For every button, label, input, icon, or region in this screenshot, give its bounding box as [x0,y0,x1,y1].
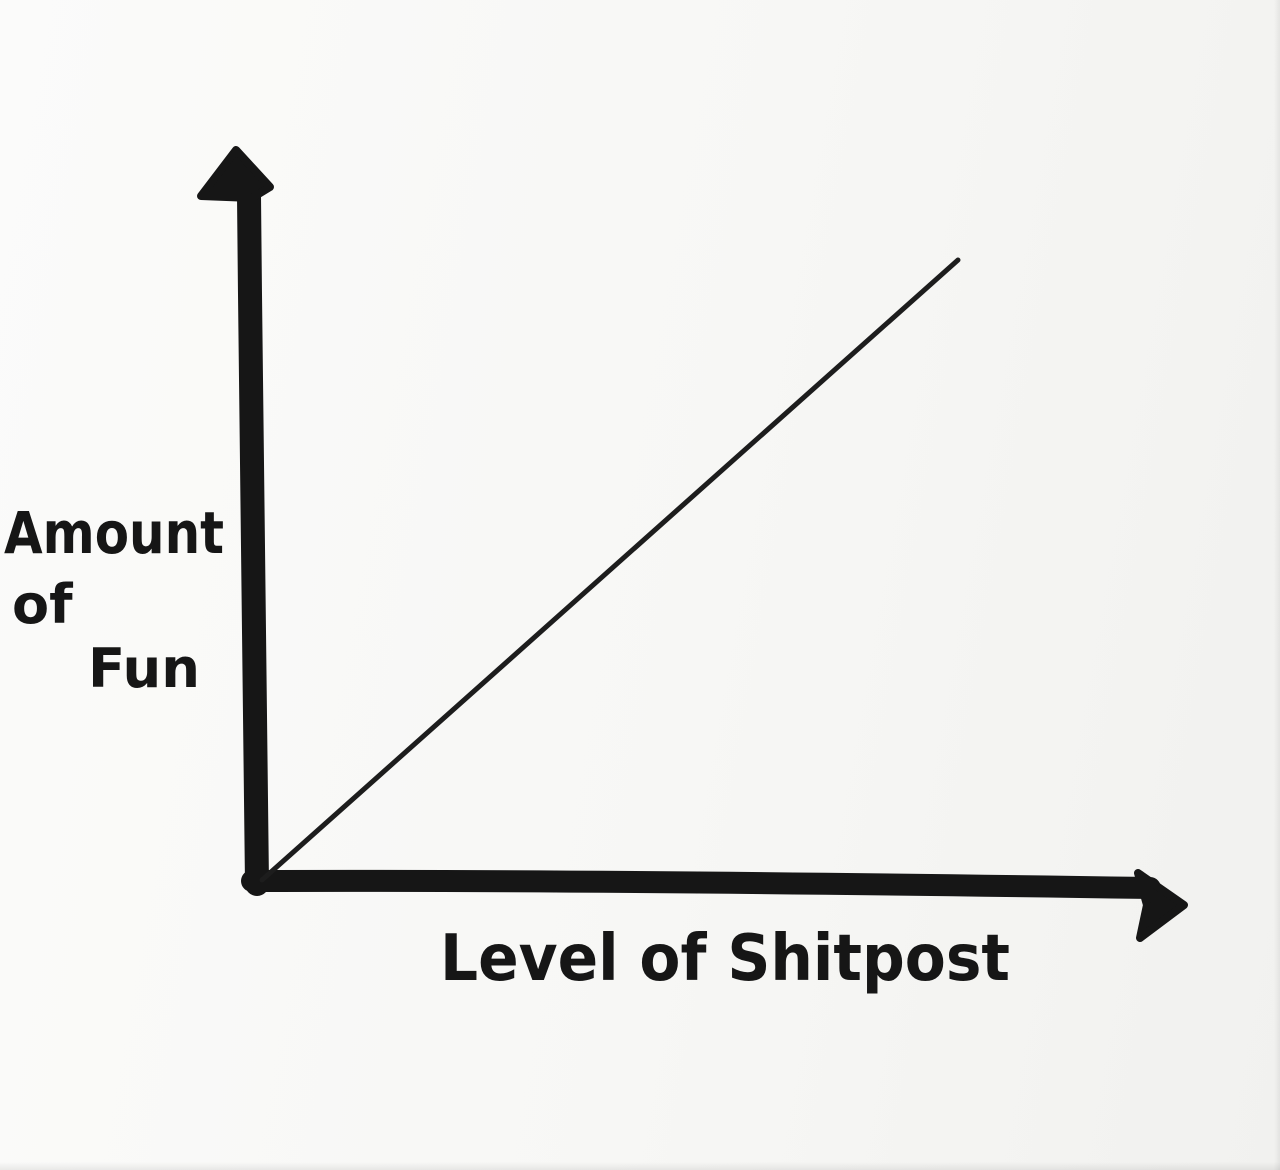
y-axis-label-line-3: Fun [88,637,200,700]
series-line [259,257,961,883]
y-axis-arrowhead [197,146,274,202]
y-axis-label-line-1: Amount [4,499,224,567]
x-axis-arrowhead [1134,869,1188,942]
paper-bottom-shadow [0,1162,1280,1170]
x-axis-label: Level of Shitpost [440,922,1010,996]
y-axis-label-line-2: of [12,573,73,636]
x-axis-line [241,869,1161,899]
y-axis-line [237,184,269,896]
paper-edge-shadow [1274,0,1280,1170]
